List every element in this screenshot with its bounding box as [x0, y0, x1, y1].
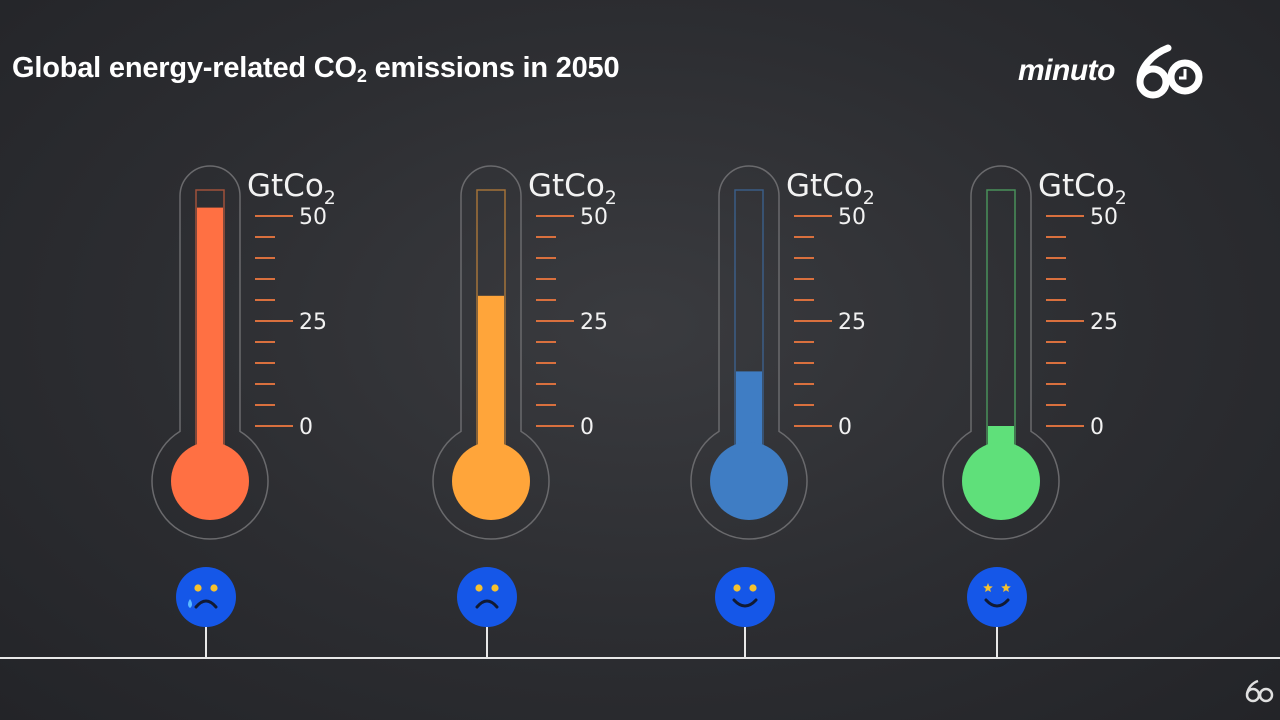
tick-label: 0	[580, 415, 594, 440]
smile-mouth	[984, 598, 1010, 608]
tick-label: 25	[580, 310, 608, 335]
logo-60-icon	[1136, 44, 1203, 99]
tick-label: 50	[1090, 205, 1118, 230]
thermometer-bulb	[171, 442, 249, 520]
face-eye	[749, 584, 757, 592]
unit-label-subscript: 2	[863, 187, 875, 209]
unit-label-subscript: 2	[1115, 187, 1127, 209]
face-eye	[475, 584, 483, 592]
thermometer-outline	[151, 165, 269, 540]
frown-mouth	[475, 599, 499, 609]
unit-label: GtCo2	[528, 168, 617, 209]
bar-mercury	[197, 207, 223, 481]
tick-label: 25	[838, 310, 866, 335]
brand-logo: minuto	[1018, 40, 1208, 100]
thermometer-outline	[432, 165, 550, 540]
star-eyed-face-icon	[967, 567, 1027, 627]
thermometer-bulb	[962, 442, 1040, 520]
face-eye	[733, 584, 741, 592]
tick-label: 0	[838, 415, 852, 440]
unit-label-subscript: 2	[605, 187, 617, 209]
unit-label: GtCo2	[786, 168, 875, 209]
sad-face-icon	[457, 567, 517, 627]
tick-label: 25	[1090, 310, 1118, 335]
tick-label: 50	[838, 205, 866, 230]
smiling-face-icon	[715, 567, 775, 627]
thermometer-outline	[942, 165, 1060, 540]
star-eye-icon	[983, 583, 993, 592]
frown-mouth	[194, 599, 218, 609]
tear-drop-icon	[188, 599, 192, 608]
sad-crying-face-icon	[176, 567, 236, 627]
tick-label: 0	[299, 415, 313, 440]
tick-label: 50	[299, 205, 327, 230]
thermometer-outline	[690, 165, 808, 540]
unit-label-subscript: 2	[324, 187, 336, 209]
face-eye	[210, 584, 218, 592]
thermometer-bulb	[710, 442, 788, 520]
corner-watermark-icon	[1245, 679, 1274, 703]
logo-text: minuto	[1018, 54, 1115, 87]
face-eye	[491, 584, 499, 592]
tick-label: 25	[299, 310, 327, 335]
thermometer-bulb	[452, 442, 530, 520]
face-eye	[194, 584, 202, 592]
page-title: Global energy-related CO2 emissions in 2…	[12, 52, 620, 86]
unit-label: GtCo2	[1038, 168, 1127, 209]
tick-label: 0	[1090, 415, 1104, 440]
tick-label: 50	[580, 205, 608, 230]
unit-label: GtCo2	[247, 168, 336, 209]
star-eye-icon	[1001, 583, 1011, 592]
smile-mouth	[732, 598, 758, 608]
